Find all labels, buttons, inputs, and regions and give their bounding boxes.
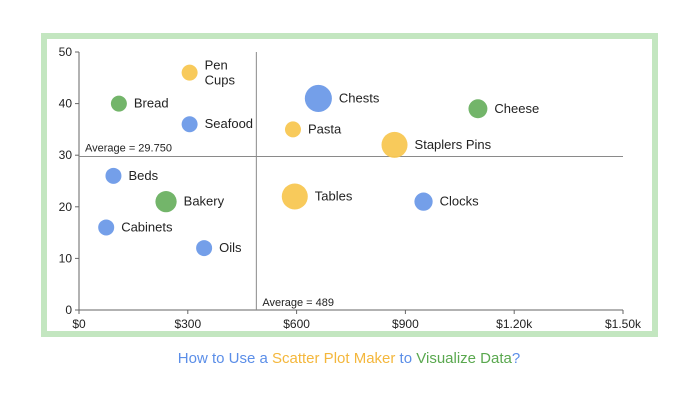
point-seafood (181, 116, 198, 133)
point-label: Oils (219, 240, 242, 255)
point-label: Chests (339, 90, 380, 105)
point-label: Clocks (440, 194, 480, 209)
point-label: Cabinets (121, 219, 173, 234)
point-pasta (284, 121, 301, 138)
y-tick-label: 20 (59, 200, 73, 214)
scatter-plot: 0 10 20 30 40 50 $0 $300 $600 $900 $1.20k $1.50k Ave… (59, 45, 642, 331)
point-label: Pen Cups (205, 58, 236, 88)
point-label: Bread (134, 96, 169, 111)
point-clocks (414, 192, 433, 211)
point-bakery (155, 191, 177, 213)
y-tick-label: 50 (59, 45, 73, 59)
x-tick-label: $600 (283, 317, 310, 331)
point-tables (281, 183, 308, 210)
point-beds (105, 167, 122, 184)
y-tick-label: 0 (65, 303, 72, 317)
average-x-label: Average = 489 (262, 297, 334, 309)
x-tick-label: $300 (174, 317, 201, 331)
caption-part-1: How to Use a (177, 350, 272, 367)
point-pen-cups (181, 64, 198, 81)
caption-part-5: ? (511, 350, 521, 367)
caption-part-3: to (395, 350, 417, 367)
point-cheese (468, 99, 488, 119)
point-staplers-pins (381, 131, 408, 158)
point-chests (304, 84, 332, 112)
x-tick-label: $0 (72, 317, 86, 331)
caption: How to Use a Scatter Plot Maker to Visua… (0, 350, 698, 367)
point-bread (110, 95, 127, 112)
average-y-label: Average = 29.750 (85, 142, 172, 154)
point-label: Tables (315, 188, 353, 203)
y-tick-label: 30 (59, 148, 73, 162)
x-tick-label: $1.20k (496, 317, 533, 331)
point-label: Seafood (205, 116, 253, 131)
point-cabinets (98, 219, 115, 236)
point-label: Bakery (184, 194, 225, 209)
caption-part-2: Scatter Plot Maker (272, 350, 396, 367)
chart-frame: 0 10 20 30 40 50 $0 $300 $600 $900 $1.20k $1.50k Ave… (41, 33, 658, 337)
point-label: Pasta (308, 121, 342, 136)
x-tick-label: $900 (392, 317, 419, 331)
y-tick-label: 40 (59, 97, 73, 111)
point-label: Beds (128, 168, 158, 183)
point-label: Cheese (494, 101, 539, 116)
caption-part-4: Visualize Data (416, 350, 512, 367)
point-oils (196, 240, 213, 257)
x-tick-label: $1.50k (605, 317, 642, 331)
y-tick-label: 10 (59, 251, 73, 265)
point-label: Staplers Pins (415, 137, 492, 152)
